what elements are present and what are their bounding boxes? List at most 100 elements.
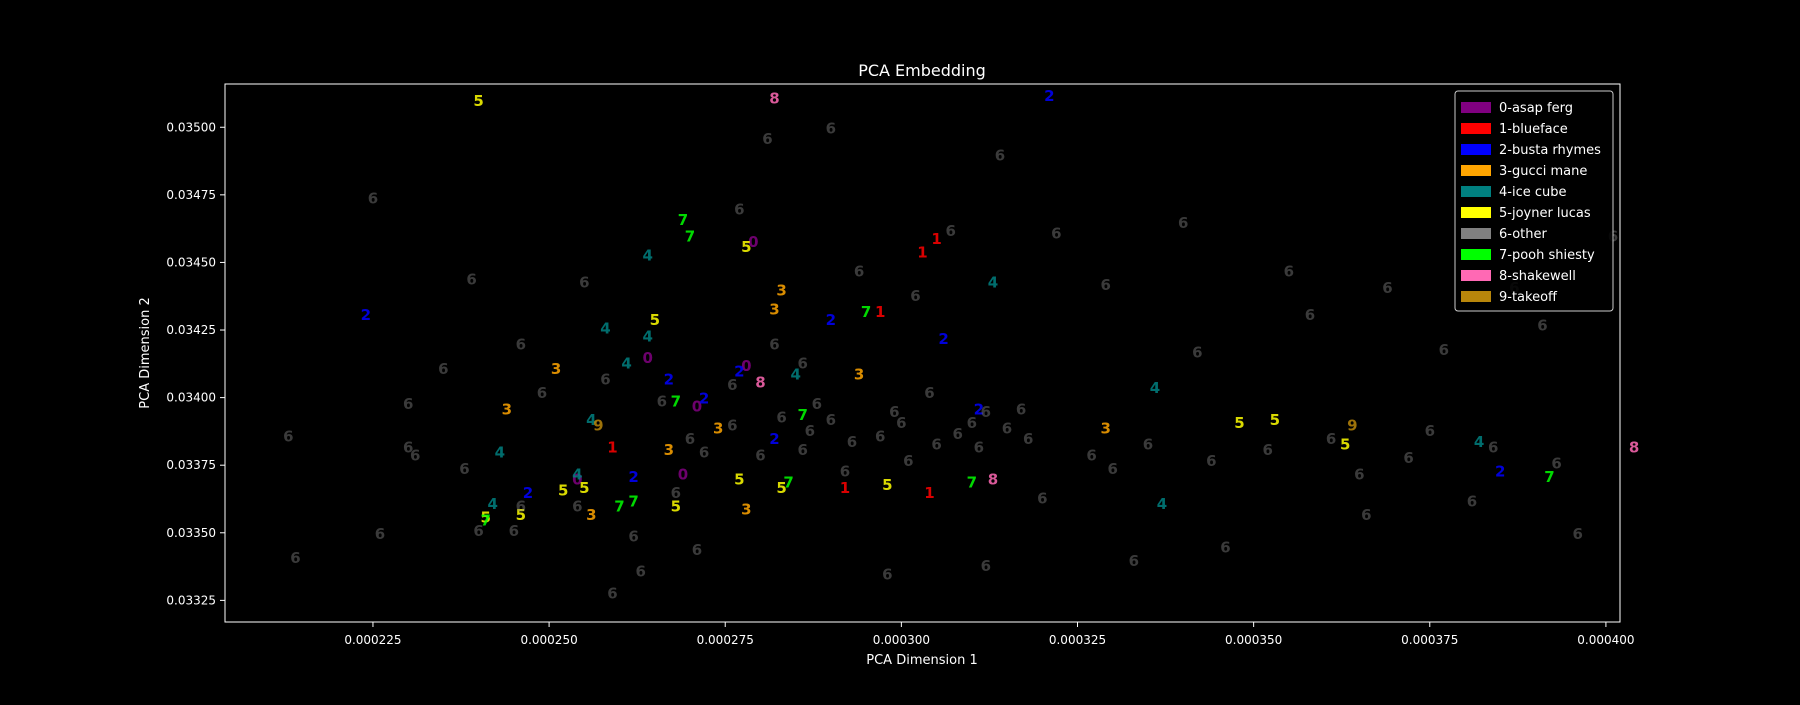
point-6: 6 xyxy=(1178,214,1188,232)
point-0: 0 xyxy=(572,471,582,489)
point-3: 3 xyxy=(769,300,779,318)
point-6: 6 xyxy=(882,565,892,583)
y-tick-label: 0.03425 xyxy=(166,323,216,337)
point-6: 6 xyxy=(889,403,899,421)
point-5: 5 xyxy=(1234,414,1244,432)
point-4: 4 xyxy=(495,444,505,462)
point-3: 3 xyxy=(502,400,512,418)
point-2: 2 xyxy=(769,430,779,448)
point-6: 6 xyxy=(776,409,786,427)
point-3: 3 xyxy=(1100,419,1110,437)
point-6: 6 xyxy=(438,360,448,378)
point-6: 6 xyxy=(572,498,582,516)
point-4: 4 xyxy=(1474,433,1484,451)
point-5: 5 xyxy=(1270,411,1280,429)
point-7: 7 xyxy=(671,392,681,410)
point-6: 6 xyxy=(755,446,765,464)
point-9: 9 xyxy=(1347,417,1357,435)
point-5: 5 xyxy=(579,479,589,497)
point-5: 5 xyxy=(516,506,526,524)
point-6: 6 xyxy=(981,403,991,421)
point-6: 6 xyxy=(1037,490,1047,508)
point-6: 6 xyxy=(1016,400,1026,418)
point-9: 9 xyxy=(593,417,603,435)
x-tick-label: 0.000400 xyxy=(1577,633,1634,647)
point-3: 3 xyxy=(854,365,864,383)
point-3: 3 xyxy=(551,360,561,378)
point-6: 6 xyxy=(995,146,1005,164)
legend-swatch xyxy=(1461,249,1491,260)
point-6: 6 xyxy=(516,336,526,354)
point-6: 6 xyxy=(368,190,378,208)
point-6: 6 xyxy=(931,436,941,454)
point-6: 6 xyxy=(509,522,519,540)
point-2: 2 xyxy=(361,306,371,324)
point-6: 6 xyxy=(967,414,977,432)
point-4: 4 xyxy=(487,495,497,513)
point-7: 7 xyxy=(685,227,695,245)
point-6: 6 xyxy=(1002,419,1012,437)
point-4: 4 xyxy=(1150,379,1160,397)
y-tick-label: 0.03375 xyxy=(166,458,216,472)
point-4: 4 xyxy=(621,355,631,373)
point-6: 6 xyxy=(607,584,617,602)
point-6: 6 xyxy=(896,414,906,432)
point-0: 0 xyxy=(741,357,751,375)
legend-label: 1-blueface xyxy=(1499,122,1568,137)
point-6: 6 xyxy=(473,522,483,540)
legend-swatch xyxy=(1461,165,1491,176)
point-7: 7 xyxy=(678,211,688,229)
legend-label: 8-shakewell xyxy=(1499,269,1576,284)
point-6: 6 xyxy=(1192,344,1202,362)
x-tick-label: 0.000250 xyxy=(520,633,577,647)
point-6: 6 xyxy=(1107,460,1117,478)
x-tick-label: 0.000350 xyxy=(1225,633,1282,647)
chart-title: PCA Embedding xyxy=(858,61,986,80)
point-2: 2 xyxy=(974,400,984,418)
point-3: 3 xyxy=(776,282,786,300)
point-6: 6 xyxy=(375,525,385,543)
point-6: 6 xyxy=(1023,430,1033,448)
point-6: 6 xyxy=(1551,455,1561,473)
point-2: 2 xyxy=(938,330,948,348)
point-6: 6 xyxy=(1403,449,1413,467)
point-6: 6 xyxy=(1206,452,1216,470)
point-5: 5 xyxy=(671,498,681,516)
point-2: 2 xyxy=(734,363,744,381)
point-1: 1 xyxy=(924,484,934,502)
point-6: 6 xyxy=(910,287,920,305)
point-1: 1 xyxy=(607,438,617,456)
point-7: 7 xyxy=(614,498,624,516)
point-6: 6 xyxy=(403,438,413,456)
point-7: 7 xyxy=(797,406,807,424)
legend-label: 7-pooh shiesty xyxy=(1499,248,1595,263)
point-6: 6 xyxy=(1051,225,1061,243)
point-5: 5 xyxy=(776,479,786,497)
point-6: 6 xyxy=(805,422,815,440)
legend-swatch xyxy=(1461,291,1491,302)
legend-swatch xyxy=(1461,102,1491,113)
point-6: 6 xyxy=(466,271,476,289)
legend-swatch xyxy=(1461,144,1491,155)
point-6: 6 xyxy=(600,371,610,389)
point-2: 2 xyxy=(628,468,638,486)
x-tick-label: 0.000300 xyxy=(873,633,930,647)
point-1: 1 xyxy=(875,303,885,321)
point-6: 6 xyxy=(410,446,420,464)
point-4: 4 xyxy=(586,411,596,429)
point-6: 6 xyxy=(1361,506,1371,524)
point-6: 6 xyxy=(762,130,772,148)
legend: 0-asap ferg 1-blueface 2-busta rhymes 3-guc… xyxy=(1454,90,1614,312)
legend-label: 4-ice cube xyxy=(1499,185,1567,200)
point-6: 6 xyxy=(1354,465,1364,483)
legend-box xyxy=(1454,90,1614,312)
point-6: 6 xyxy=(403,395,413,413)
point-6: 6 xyxy=(847,433,857,451)
point-6: 6 xyxy=(797,355,807,373)
point-2: 2 xyxy=(1495,463,1505,481)
point-1: 1 xyxy=(840,479,850,497)
point-6: 6 xyxy=(924,384,934,402)
legend-label: 2-busta rhymes xyxy=(1499,143,1601,158)
point-5: 5 xyxy=(882,476,892,494)
